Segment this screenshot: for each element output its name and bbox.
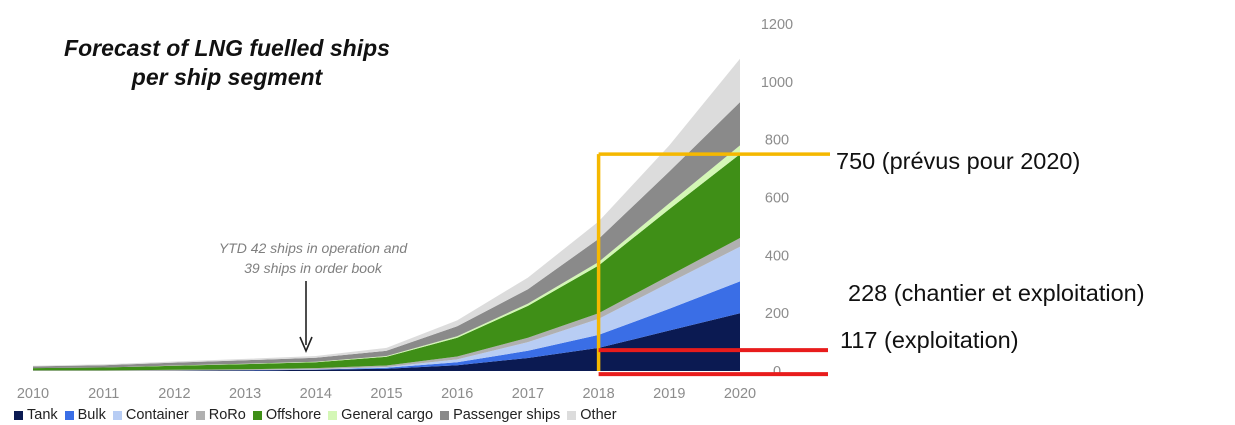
x-tick-label: 2015 [370, 386, 402, 402]
legend-item: Tank [14, 407, 58, 423]
legend-item: Container [112, 407, 189, 423]
callout-750-label: 750 (prévus pour 2020) [836, 148, 1081, 174]
area-tank [33, 313, 740, 371]
chart-title-line-2: per ship segment [131, 64, 323, 90]
x-tick-label: 2010 [17, 386, 49, 402]
x-tick-label: 2011 [88, 386, 119, 402]
legend-swatch [440, 410, 450, 420]
callout-117-label: 117 (exploitation) [840, 327, 1019, 353]
legend-swatch [14, 410, 23, 420]
area-container [33, 246, 740, 371]
y-tick-label: 200 [765, 306, 789, 322]
legend-swatch [567, 410, 577, 420]
legend-swatch [112, 410, 122, 420]
legend-item: Bulk [64, 407, 106, 423]
callout-228-label: 228 (chantier et exploitation) [848, 280, 1145, 306]
legend-label: Bulk [77, 407, 106, 423]
legend-item: Passenger ships [440, 407, 560, 423]
x-tick-label: 2019 [653, 386, 685, 402]
legend-label: RoRo [208, 407, 246, 423]
ytd-annotation: YTD 42 ships in operation and 39 ships i… [178, 238, 448, 278]
y-tick-label: 400 [765, 248, 789, 264]
callout-lines [299, 152, 830, 377]
stacked-areas [33, 58, 740, 371]
legend-label: General cargo [341, 407, 434, 423]
legend: Tank Bulk Container RoRo Offshore General car… [14, 406, 624, 424]
x-tick-label: 2017 [512, 386, 544, 402]
x-tick-label: 2014 [300, 386, 332, 402]
legend-swatch [328, 410, 338, 420]
y-tick-label: 0 [773, 364, 781, 380]
ytd-annotation-line-1: YTD 42 ships in operation and [218, 240, 408, 256]
legend-item: Offshore [252, 407, 322, 423]
y-tick-label: 1000 [761, 75, 793, 91]
ytd-arrow-head [299, 336, 313, 354]
area-offshore [33, 154, 740, 371]
legend-item: General cargo [328, 407, 433, 423]
y-tick-label: 800 [765, 133, 789, 149]
legend-item: RoRo [195, 407, 246, 423]
x-tick-label: 2012 [158, 386, 190, 402]
x-tick-label: 2016 [441, 386, 473, 402]
x-tick-label: 2018 [582, 386, 614, 402]
legend-swatch [64, 410, 74, 420]
ytd-annotation-line-2: 39 ships in order book [244, 260, 382, 276]
legend-label: Offshore [265, 407, 322, 423]
y-tick-label: 1200 [761, 17, 793, 33]
chart-title: Forecast of LNG fuelled ships per ship s… [22, 34, 432, 92]
legend-label: Passenger ships [453, 407, 561, 423]
legend-item: Other [567, 407, 617, 423]
x-tick-label: 2020 [724, 386, 756, 402]
legend-swatch [195, 410, 205, 420]
x-tick-label: 2013 [229, 386, 261, 402]
legend-swatch [252, 410, 262, 420]
y-tick-label: 600 [765, 191, 789, 207]
y-axis-ticks: 0 200 400 600 800 1000 1200 [761, 17, 793, 380]
legend-label: Tank [27, 407, 58, 423]
legend-label: Container [125, 407, 189, 423]
x-axis-ticks: 2010 2011 2012 2013 2014 2015 2016 2017 2018 2019… [17, 386, 756, 402]
legend-label: Other [580, 407, 617, 423]
area-bulk [33, 281, 740, 371]
chart-title-line-1: Forecast of LNG fuelled ships [64, 35, 390, 61]
